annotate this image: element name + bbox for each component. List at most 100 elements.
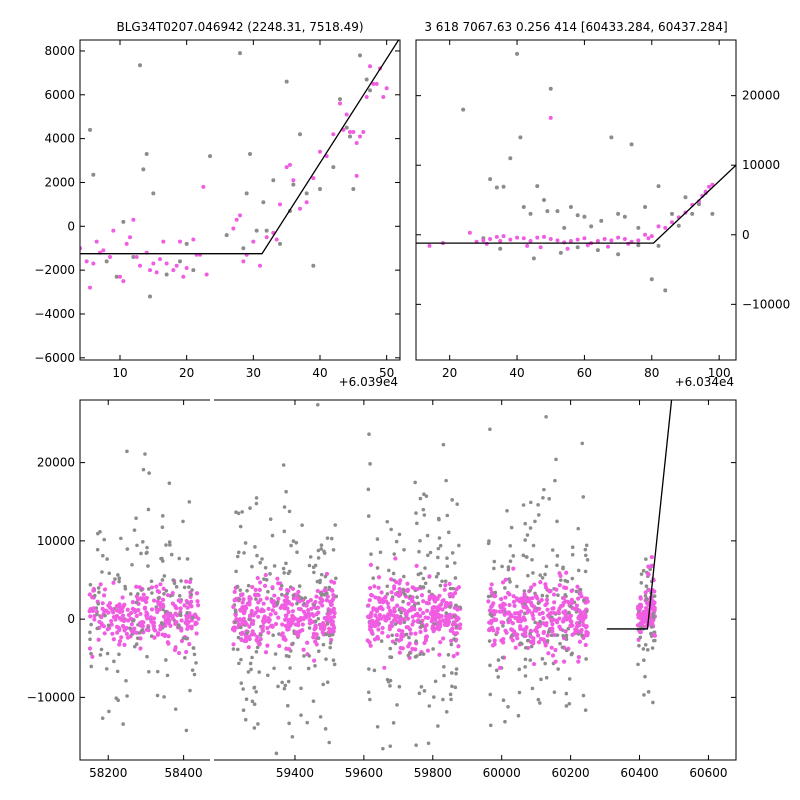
right-zoom-model-line — [416, 164, 736, 244]
full-lightcurve-point — [307, 617, 312, 623]
full-lightcurve-point — [448, 692, 453, 697]
full-lightcurve-point — [280, 680, 284, 685]
full-lightcurve-point — [423, 628, 428, 633]
full-lightcurve-point — [515, 636, 520, 641]
full-lightcurve-point — [443, 579, 448, 584]
full-lightcurve-point — [528, 526, 533, 530]
full-lightcurve-point — [583, 708, 588, 712]
right-zoom-point — [568, 239, 573, 244]
full-lightcurve-point — [146, 669, 151, 674]
full-lightcurve-point — [570, 552, 575, 557]
left-zoom-point — [278, 241, 282, 246]
full-lightcurve-point — [366, 603, 371, 608]
full-lightcurve-point — [256, 614, 261, 619]
full-lightcurve-point — [307, 563, 312, 568]
full-lightcurve-point — [96, 601, 101, 606]
full-lightcurve-point — [450, 551, 455, 555]
full-lightcurve-point — [162, 574, 167, 578]
full-lightcurve-point — [96, 637, 101, 642]
full-lightcurve-point — [176, 625, 181, 629]
full-lightcurve-point — [530, 596, 535, 601]
full-lightcurve-point — [129, 622, 134, 627]
full-lightcurve-point — [583, 547, 588, 552]
full-lightcurve-point — [252, 685, 257, 690]
full-lightcurve-point — [265, 625, 270, 631]
left-zoom-point — [144, 151, 149, 156]
full-lightcurve-point — [142, 597, 147, 603]
left-zoom-point — [311, 263, 316, 268]
full-lightcurve-point — [184, 621, 189, 626]
full-lightcurve-point — [557, 616, 562, 621]
full-lightcurve-point — [379, 639, 384, 643]
full-lightcurve-point — [195, 599, 200, 604]
left-zoom-point — [351, 187, 356, 192]
full-lightcurve-point — [252, 592, 258, 597]
full-lightcurve-point — [162, 592, 166, 596]
full-lightcurve-point — [403, 592, 407, 597]
right-zoom-point — [602, 236, 607, 241]
full-lightcurve-point — [380, 625, 385, 631]
right-zoom-point — [515, 235, 520, 240]
full-lightcurve-point — [437, 652, 442, 657]
full-lightcurve-point — [128, 626, 132, 630]
full-lightcurve-point — [583, 553, 588, 558]
full-lightcurve-point — [313, 563, 318, 568]
full-lightcurve-point — [440, 599, 445, 604]
full-lightcurve-point — [517, 599, 522, 604]
full-lightcurve-point — [117, 602, 122, 607]
left-zoom-point — [148, 268, 152, 273]
full-lightcurve-point — [291, 596, 296, 601]
full-lightcurve-point — [573, 627, 578, 632]
full-lightcurve-point — [439, 793, 443, 797]
full-lightcurve-point — [546, 630, 551, 634]
full-lightcurve-point — [397, 586, 402, 592]
full-lightcurve-x-tick-label: 58200 — [89, 766, 127, 780]
full-lightcurve-point — [123, 584, 127, 589]
right-zoom-point — [656, 224, 661, 229]
left-zoom-point — [91, 261, 96, 266]
full-lightcurve-point — [414, 563, 419, 568]
full-lightcurve-point — [177, 556, 182, 561]
right-zoom-point — [676, 223, 681, 228]
full-lightcurve-point — [139, 551, 143, 556]
full-lightcurve-point — [334, 576, 338, 581]
full-lightcurve-point — [313, 663, 317, 668]
full-lightcurve-point — [266, 606, 271, 611]
full-lightcurve-point — [507, 577, 511, 581]
full-lightcurve-point — [285, 606, 290, 611]
full-lightcurve-point — [309, 606, 314, 611]
full-lightcurve-point — [644, 609, 649, 614]
full-lightcurve-point — [398, 645, 403, 651]
full-lightcurve-point — [536, 697, 541, 702]
full-lightcurve-point — [329, 579, 334, 584]
left-zoom-point — [164, 272, 169, 277]
full-lightcurve-point — [579, 627, 584, 633]
full-lightcurve-point — [332, 611, 337, 616]
left-zoom-point — [271, 178, 276, 183]
full-lightcurve-x-tick-label: 60400 — [620, 766, 658, 780]
full-lightcurve-point — [528, 634, 533, 639]
full-lightcurve-point — [387, 627, 392, 632]
full-lightcurve-point — [560, 645, 565, 650]
full-lightcurve-point — [644, 601, 650, 606]
right-zoom-point — [484, 241, 489, 246]
full-lightcurve-point — [88, 630, 92, 635]
full-lightcurve-point — [544, 414, 548, 419]
full-lightcurve-point — [299, 713, 303, 717]
full-lightcurve-point — [454, 671, 458, 676]
full-lightcurve-point — [260, 557, 264, 561]
full-lightcurve-point — [371, 607, 376, 612]
full-lightcurve-point — [375, 566, 380, 570]
full-lightcurve-point — [569, 599, 574, 605]
left-zoom-point — [291, 178, 296, 183]
full-lightcurve-point — [558, 578, 563, 582]
full-lightcurve-point — [165, 593, 171, 598]
full-lightcurve-point — [445, 556, 449, 560]
full-lightcurve-point — [567, 677, 572, 681]
full-lightcurve-point — [251, 618, 256, 624]
full-lightcurve-point — [368, 697, 372, 702]
full-lightcurve-point — [444, 478, 448, 483]
full-lightcurve-point — [393, 622, 398, 626]
left-zoom-point — [181, 274, 186, 279]
full-lightcurve-point — [117, 579, 121, 584]
